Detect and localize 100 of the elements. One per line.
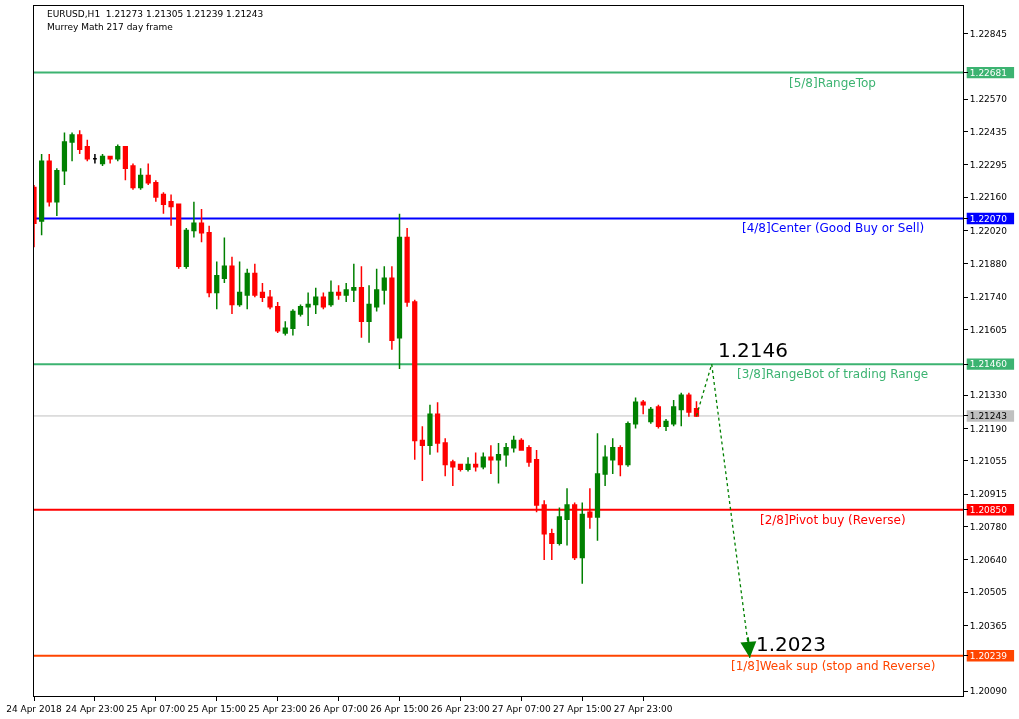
candlestick xyxy=(244,267,250,310)
candlestick xyxy=(412,298,418,461)
text: Murrey Math 217 day frame xyxy=(47,22,174,32)
candlestick xyxy=(381,265,387,306)
x-tick-label: 25 Apr 07:00 xyxy=(126,703,186,714)
candlestick xyxy=(686,392,692,418)
candlestick xyxy=(648,406,654,425)
y-tick-label: 1.21880 xyxy=(969,259,1008,269)
y-tick-label: 1.21243 xyxy=(969,411,1008,422)
y-tick-label: 1.22845 xyxy=(969,28,1008,39)
x-tick-label: 27 Apr 23:00 xyxy=(613,703,673,714)
ref-line-label: [2/8]Pivot buy (Reverse) xyxy=(760,513,906,527)
x-tick-label: 26 Apr 15:00 xyxy=(370,703,430,714)
candlestick xyxy=(92,153,98,165)
candlestick xyxy=(313,286,319,315)
ref-line-label: [4/8]Center (Good Buy or Sell) xyxy=(742,221,925,235)
candlestick xyxy=(678,392,684,427)
candlestick xyxy=(374,267,380,313)
candlestick xyxy=(511,435,517,454)
candlestick xyxy=(160,191,167,215)
annotation: 1.2146 xyxy=(718,338,788,362)
y-tick-label: 1.22070 xyxy=(969,213,1008,224)
x-tick-label: 26 Apr 23:00 xyxy=(431,703,491,714)
y-tick-label: 1.22435 xyxy=(969,126,1008,137)
y-tick-label: 1.22020 xyxy=(969,225,1008,236)
candlestick xyxy=(290,308,296,337)
candlestick xyxy=(427,403,433,456)
candlestick xyxy=(549,528,555,561)
candlestick xyxy=(198,208,205,244)
candlestick xyxy=(625,420,631,468)
candlestick xyxy=(473,451,479,473)
candlestick xyxy=(617,444,623,478)
candlestick xyxy=(259,282,266,303)
candlestick xyxy=(556,506,563,547)
candlestick xyxy=(480,451,486,470)
y-tick-label: 1.20365 xyxy=(969,620,1008,631)
candlestick xyxy=(457,463,464,473)
candlestick xyxy=(488,444,494,475)
candlestick xyxy=(640,399,646,416)
candlestick xyxy=(84,138,90,162)
candlestick xyxy=(130,162,136,191)
candlestick xyxy=(221,236,227,284)
candlestick xyxy=(518,437,524,451)
x-tick-label: 24 Apr 2018 xyxy=(6,703,63,714)
x-tick-label: 25 Apr 23:00 xyxy=(248,703,308,714)
candlestick xyxy=(46,153,52,208)
candlestick xyxy=(594,432,601,542)
candlestick xyxy=(320,291,326,310)
candlestick xyxy=(229,255,235,315)
candlestick xyxy=(419,425,425,482)
candlestick xyxy=(115,143,121,162)
candlestick xyxy=(282,320,288,337)
y-tick-label: 1.22160 xyxy=(969,192,1008,203)
candlestick xyxy=(526,444,532,468)
y-tick-label: 1.21330 xyxy=(969,390,1008,401)
candlestick xyxy=(191,201,197,239)
y-tick-label: 1.21055 xyxy=(969,455,1008,466)
y-tick-label: 1.22570 xyxy=(969,94,1008,105)
candlestick xyxy=(442,437,448,478)
candlestick xyxy=(183,227,189,270)
y-tick-label: 1.20090 xyxy=(969,686,1008,697)
y-tick-label: 1.21460 xyxy=(969,359,1008,370)
candlestick xyxy=(99,153,106,167)
candlestick xyxy=(297,303,304,318)
chart-title: EURUSD,H1 1.21273 1.21305 1.21239 1.21243 xyxy=(47,9,264,19)
annotation: 1.2023 xyxy=(756,632,826,656)
candlestick xyxy=(495,442,502,485)
candlestick xyxy=(107,155,113,165)
candlestick xyxy=(39,153,45,236)
candlestick xyxy=(404,227,410,308)
candlestick xyxy=(69,131,75,162)
candlestick xyxy=(366,284,372,344)
candlestick xyxy=(153,179,159,203)
candlestick xyxy=(389,265,395,351)
candlestick xyxy=(343,282,349,303)
x-tick-label: 25 Apr 15:00 xyxy=(187,703,247,714)
y-tick-label: 1.20505 xyxy=(969,587,1008,598)
candlestick xyxy=(434,401,441,454)
ref-line-label: [3/8]RangeBot of trading Range xyxy=(737,367,929,381)
y-tick-label: 1.20239 xyxy=(969,650,1008,661)
candlestick xyxy=(632,396,639,430)
ref-line-label: [1/8]Weak sup (stop and Reverse) xyxy=(731,659,936,673)
y-tick-label: 1.21605 xyxy=(969,324,1008,335)
candlestick xyxy=(137,167,144,191)
candlestick xyxy=(671,399,677,427)
candlestick xyxy=(275,301,281,334)
y-tick-label: 1.21190 xyxy=(969,423,1008,434)
candlestick xyxy=(358,265,365,339)
x-tick-label: 27 Apr 15:00 xyxy=(552,703,612,714)
candlestick xyxy=(335,284,342,301)
candlestick xyxy=(214,260,220,310)
candlestick xyxy=(61,131,68,186)
x-tick-label: 27 Apr 07:00 xyxy=(492,703,551,714)
y-tick-label: 1.20640 xyxy=(969,555,1008,566)
candlestick xyxy=(655,403,662,430)
candlestick xyxy=(54,167,60,217)
ref-line-label: [5/8]RangeTop xyxy=(789,76,876,90)
candlestick xyxy=(602,444,608,487)
x-tick-label: 24 Apr 23:00 xyxy=(65,703,125,714)
candlestick xyxy=(328,279,334,308)
